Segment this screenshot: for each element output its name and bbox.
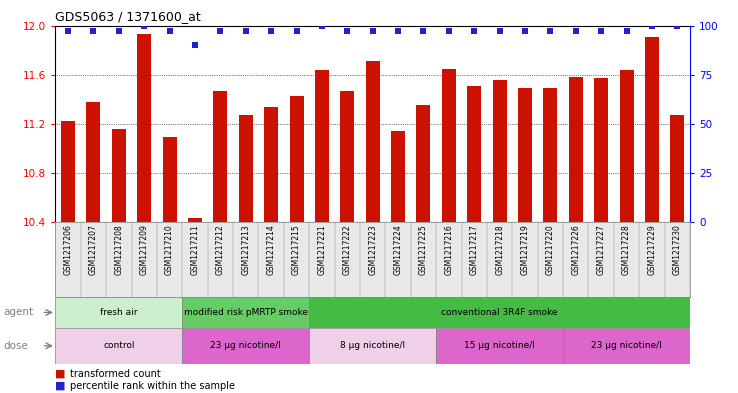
Text: fresh air: fresh air xyxy=(100,308,137,317)
Bar xyxy=(563,328,690,364)
Text: ■: ■ xyxy=(55,381,66,391)
Bar xyxy=(569,77,583,222)
Text: 8 μg nicotine/l: 8 μg nicotine/l xyxy=(340,342,405,350)
Bar xyxy=(518,88,532,222)
Bar xyxy=(61,121,75,222)
Text: modified risk pMRTP smoke: modified risk pMRTP smoke xyxy=(184,308,308,317)
Bar xyxy=(467,86,481,222)
Text: 15 μg nicotine/l: 15 μg nicotine/l xyxy=(464,342,535,350)
Point xyxy=(138,22,150,29)
Bar xyxy=(543,88,557,222)
Text: GDS5063 / 1371600_at: GDS5063 / 1371600_at xyxy=(55,10,201,23)
Point xyxy=(113,28,125,35)
Text: 23 μg nicotine/l: 23 μg nicotine/l xyxy=(210,342,281,350)
Text: GSM1217210: GSM1217210 xyxy=(165,224,174,275)
Bar xyxy=(366,61,379,222)
Text: GSM1217224: GSM1217224 xyxy=(393,224,402,275)
Bar xyxy=(309,297,690,328)
Text: agent: agent xyxy=(4,307,34,318)
Text: GSM1217212: GSM1217212 xyxy=(216,224,225,275)
Bar xyxy=(137,34,151,222)
Text: conventional 3R4F smoke: conventional 3R4F smoke xyxy=(441,308,558,317)
Point xyxy=(240,28,252,35)
Text: ■: ■ xyxy=(55,369,66,379)
Text: GSM1217215: GSM1217215 xyxy=(292,224,301,275)
Text: GSM1217209: GSM1217209 xyxy=(139,224,148,275)
Text: transformed count: transformed count xyxy=(70,369,161,379)
Text: GSM1217230: GSM1217230 xyxy=(673,224,682,275)
Bar xyxy=(289,95,303,222)
Point xyxy=(596,28,607,35)
Bar xyxy=(442,68,456,222)
Point xyxy=(443,28,455,35)
Bar xyxy=(55,328,182,364)
Text: GSM1217226: GSM1217226 xyxy=(571,224,580,275)
Text: GSM1217218: GSM1217218 xyxy=(495,224,504,275)
Bar xyxy=(670,115,684,222)
Point xyxy=(519,28,531,35)
Text: GSM1217220: GSM1217220 xyxy=(546,224,555,275)
Text: GSM1217206: GSM1217206 xyxy=(63,224,72,275)
Bar xyxy=(86,102,100,222)
Bar xyxy=(315,70,329,222)
Point xyxy=(570,28,582,35)
Text: dose: dose xyxy=(4,341,29,351)
Bar xyxy=(112,129,125,222)
Point xyxy=(62,28,74,35)
Point xyxy=(189,42,201,48)
Text: 23 μg nicotine/l: 23 μg nicotine/l xyxy=(591,342,662,350)
Bar xyxy=(188,219,202,222)
Bar xyxy=(645,37,659,222)
Bar xyxy=(55,297,182,328)
Point xyxy=(88,28,100,35)
Text: GSM1217213: GSM1217213 xyxy=(241,224,250,275)
Point xyxy=(646,22,658,29)
Point xyxy=(494,28,506,35)
Text: GSM1217216: GSM1217216 xyxy=(444,224,453,275)
Bar xyxy=(340,91,354,222)
Point xyxy=(418,28,430,35)
Point xyxy=(316,22,328,29)
Bar xyxy=(162,137,176,222)
Text: percentile rank within the sample: percentile rank within the sample xyxy=(70,381,235,391)
Text: GSM1217227: GSM1217227 xyxy=(597,224,606,275)
Bar xyxy=(309,328,436,364)
Bar xyxy=(493,79,506,222)
Text: GSM1217222: GSM1217222 xyxy=(343,224,352,275)
Text: GSM1217229: GSM1217229 xyxy=(647,224,656,275)
Text: GSM1217211: GSM1217211 xyxy=(190,224,199,275)
Text: GSM1217217: GSM1217217 xyxy=(470,224,479,275)
Text: GSM1217207: GSM1217207 xyxy=(89,224,98,275)
Text: GSM1217214: GSM1217214 xyxy=(266,224,275,275)
Bar xyxy=(213,91,227,222)
Text: control: control xyxy=(103,342,134,350)
Bar xyxy=(264,107,278,222)
Text: GSM1217219: GSM1217219 xyxy=(520,224,529,275)
Point xyxy=(215,28,227,35)
Bar xyxy=(239,115,252,222)
Point xyxy=(367,28,379,35)
Bar xyxy=(620,70,633,222)
Text: GSM1217225: GSM1217225 xyxy=(419,224,428,275)
Text: GSM1217223: GSM1217223 xyxy=(368,224,377,275)
Bar xyxy=(182,297,309,328)
Point xyxy=(342,28,354,35)
Bar xyxy=(594,78,608,222)
Point xyxy=(672,22,683,29)
Point xyxy=(164,28,176,35)
Point xyxy=(469,28,480,35)
Point xyxy=(291,28,303,35)
Bar xyxy=(416,105,430,222)
Point xyxy=(265,28,277,35)
Bar xyxy=(391,131,405,222)
Point xyxy=(621,28,632,35)
Text: GSM1217221: GSM1217221 xyxy=(317,224,326,275)
Bar xyxy=(182,328,309,364)
Text: GSM1217228: GSM1217228 xyxy=(622,224,631,275)
Point xyxy=(392,28,404,35)
Bar xyxy=(436,328,563,364)
Point xyxy=(545,28,556,35)
Text: GSM1217208: GSM1217208 xyxy=(114,224,123,275)
